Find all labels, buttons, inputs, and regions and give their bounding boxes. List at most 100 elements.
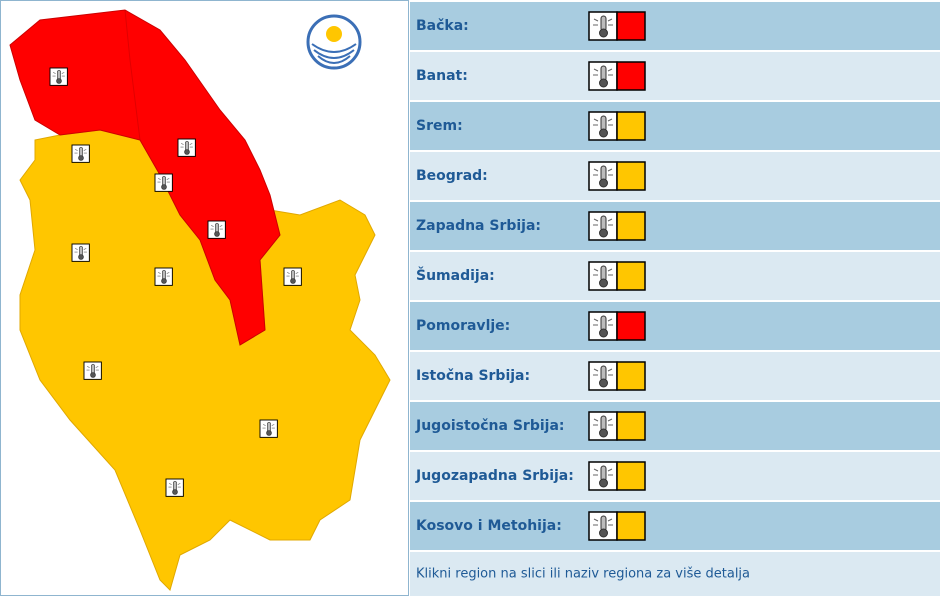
icon-rays [593,418,613,426]
thermometer-icon [588,461,618,491]
region-name[interactable]: Beograd: [416,168,488,184]
row-background [410,352,940,400]
thermometer-icon [71,144,90,163]
region-name[interactable]: Jugoistočna Srbija: [415,418,565,434]
icon-rays [593,218,613,226]
icon-rays [593,468,613,476]
icon-bulb [214,231,220,237]
region-row[interactable]: Srem: [410,102,940,150]
thermometer-icon [83,361,102,380]
icon-rays [593,118,613,126]
icon-bulb [184,149,190,155]
row-background [410,2,940,50]
region-row[interactable]: Jugoistočna Srbija: [410,402,940,450]
icon-bulb [599,28,608,38]
warning-level [616,311,646,341]
icon-rays [286,272,299,277]
thermometer-icon [177,138,196,157]
region-border [124,9,141,141]
icon-bulb [90,372,96,378]
thermometer-icon [259,419,278,438]
region-row[interactable]: Pomoravlje: [410,302,940,350]
region-name[interactable]: Bačka: [416,18,469,34]
icon-bulb [599,128,608,138]
thermometer-icon [588,261,618,291]
icon-rays [52,72,65,77]
thermometer-icon [71,243,90,262]
icon-rays [74,248,87,253]
thermometer-icon [154,173,173,192]
warning-level [616,411,646,441]
thermometer-icon [588,161,618,191]
row-background [410,252,940,300]
region-row[interactable]: Banat: [410,52,940,100]
region-row[interactable]: Zapadna Srbija: [410,202,940,250]
icon-bulb [56,78,62,84]
region-name[interactable]: Banat: [416,68,468,84]
thermometer-icon [49,67,68,86]
region-name[interactable]: Istočna Srbija: [416,368,530,384]
icon-bulb [172,489,178,495]
icon-bulb [161,184,167,190]
map-region[interactable] [9,9,281,346]
icon-bulb [599,178,608,188]
region-row[interactable]: Jugozapadna Srbija: [410,452,940,500]
thermometer-icon [588,361,618,391]
region-row[interactable]: Istočna Srbija: [410,352,940,400]
warning-level [616,461,646,491]
region-name[interactable]: Pomoravlje: [416,318,510,334]
map [9,9,391,591]
region-name[interactable]: Šumadija: [416,266,495,284]
row-background [410,52,940,100]
icon-bulb [599,428,608,438]
region-row[interactable]: Bačka: [410,2,940,50]
icon-rays [180,143,193,148]
logo [306,14,362,70]
thermometer-icon [588,61,618,91]
region-table: Bačka: Banat: Srem: Beograd: Zapadna Srbija:… [410,2,940,596]
region-name[interactable]: Zapadna Srbija: [416,218,541,234]
warning-level [616,161,646,191]
region-row[interactable]: Kosovo i Metohija: [410,502,940,550]
icon-bulb [78,254,84,260]
icon-bulb [599,78,608,88]
row-background [410,202,940,250]
icon-bulb [599,328,608,338]
row-background [410,152,940,200]
icon-rays [86,366,99,371]
icon-bulb [599,528,608,538]
icon-rays [210,225,223,230]
warning-level [616,61,646,91]
region-name[interactable]: Kosovo i Metohija: [416,518,562,534]
thermometer-icon [207,220,226,239]
warning-level [616,361,646,391]
warning-level [616,211,646,241]
thermometer-icon [165,478,184,497]
icon-bulb [599,378,608,388]
row-background [410,402,940,450]
thermometer-icon [588,211,618,241]
icon-bulb [599,278,608,288]
region-name[interactable]: Jugozapadna Srbija: [415,468,574,484]
thermometer-icon [588,111,618,141]
icon-bulb [599,478,608,488]
icon-rays [593,68,613,76]
icon-bulb [161,278,167,284]
thermometer-icon [588,11,618,41]
thermometer-icon [283,267,302,286]
icon-bulb [266,430,272,436]
icon-rays [157,178,170,183]
footer-note: Klikni region na slici ili naziv regiona… [416,567,750,582]
region-name[interactable]: Srem: [416,118,463,134]
icon-bulb [290,278,296,284]
warning-level [616,261,646,291]
row-background [410,452,940,500]
icon-rays [168,483,181,488]
row-background [410,302,940,350]
thermometer-icon [588,511,618,541]
warning-level [616,511,646,541]
region-row[interactable]: Šumadija: [410,252,940,300]
icon-rays [262,424,275,429]
region-row[interactable]: Beograd: [410,152,940,200]
